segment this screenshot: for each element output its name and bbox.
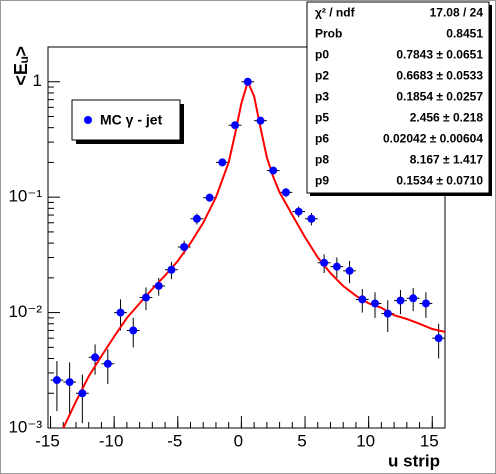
data-point	[281, 188, 290, 197]
stats-value: 17.08 / 24	[430, 6, 484, 20]
data-point	[52, 376, 61, 385]
data-point	[65, 378, 74, 387]
stats-name: p0	[315, 48, 329, 62]
data-point	[269, 166, 278, 175]
y-tick-label: 10⁻²	[8, 302, 42, 321]
data-point	[243, 77, 252, 86]
stats-box	[306, 1, 490, 194]
data-point	[205, 193, 214, 202]
x-tick-label: -10	[99, 431, 124, 450]
data-point	[231, 121, 240, 130]
stats-value: 0.02042 ± 0.00604	[383, 132, 483, 146]
data-point	[345, 266, 354, 275]
data-point	[218, 158, 227, 167]
data-point	[78, 389, 87, 398]
stats-name: p3	[315, 90, 329, 104]
stats-name: p8	[315, 153, 329, 167]
stats-name: p5	[315, 111, 329, 125]
stats-value: 2.456 ± 0.218	[410, 111, 484, 125]
legend-label: MC γ - jet	[100, 112, 163, 128]
stats-name: p2	[315, 69, 329, 83]
stats-value: 8.167 ± 1.417	[410, 153, 484, 167]
data-point	[396, 296, 405, 305]
data-point	[103, 359, 112, 368]
data-point	[154, 281, 163, 290]
stats-name: p6	[315, 132, 329, 146]
x-axis-title: u strip	[388, 451, 440, 470]
legend-marker	[84, 116, 92, 124]
x-tick-label: 15	[420, 431, 439, 450]
y-axis-title: <Eᵤ>	[11, 46, 31, 86]
stats-value: 0.6683 ± 0.0533	[396, 69, 483, 83]
data-point	[409, 294, 418, 303]
stats-name: Prob	[315, 27, 342, 41]
x-tick-label: 5	[297, 431, 306, 450]
data-point	[358, 295, 367, 304]
stats-value: 0.8451	[446, 27, 483, 41]
stats-name: p9	[315, 174, 329, 188]
data-point	[129, 326, 138, 335]
data-point	[180, 243, 189, 252]
data-point	[383, 309, 392, 318]
data-point	[256, 116, 265, 125]
data-point	[421, 299, 430, 308]
x-tick-label: 0	[234, 431, 243, 450]
data-point	[167, 265, 176, 274]
data-point	[294, 207, 303, 216]
x-tick-label: 10	[356, 431, 375, 450]
y-tick-label: 1	[33, 71, 42, 90]
data-point	[320, 258, 329, 267]
x-tick-label: -15	[35, 431, 60, 450]
x-tick-label: -5	[167, 431, 182, 450]
stats-name: χ² / ndf	[315, 6, 356, 20]
y-tick-label: 10⁻³	[8, 417, 42, 436]
stats-value: 0.7843 ± 0.0651	[396, 48, 483, 62]
data-point	[91, 353, 100, 362]
y-tick-label: 10⁻¹	[8, 187, 42, 206]
data-point	[332, 262, 341, 271]
data-point	[141, 293, 150, 302]
data-point	[434, 334, 443, 343]
stats-value: 0.1854 ± 0.0257	[396, 90, 483, 104]
data-point	[192, 214, 201, 223]
data-point	[116, 308, 125, 317]
stats-value: 0.1534 ± 0.0710	[396, 174, 483, 188]
data-point	[371, 299, 380, 308]
data-point	[307, 214, 316, 223]
